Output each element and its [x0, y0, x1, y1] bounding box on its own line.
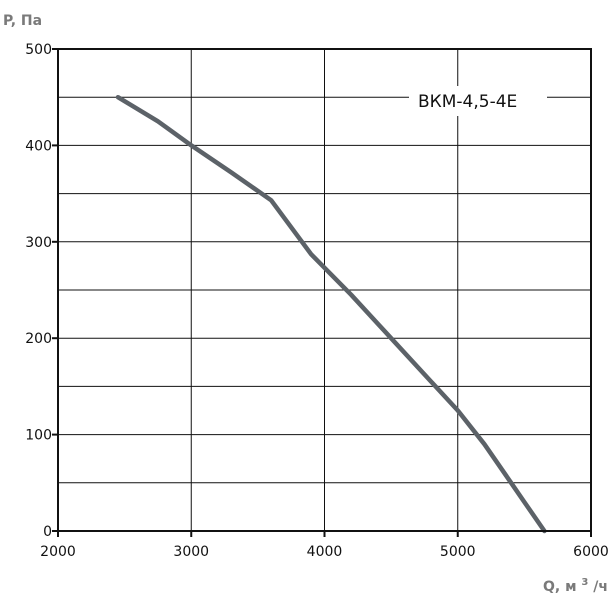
y-axis-title: P, Па [3, 13, 42, 29]
tick-marks [52, 48, 592, 537]
series-line-0 [115, 94, 547, 534]
x-tick-label-3000: 3000 [173, 544, 209, 560]
x-axis-title: Q, м 3 /ч [543, 573, 608, 595]
series-group [115, 94, 547, 534]
y-tick-label-300: 300 [25, 235, 52, 251]
y-tick-label-400: 400 [25, 138, 52, 154]
y-tick-label-500: 500 [25, 42, 52, 58]
x-tick-label-5000: 5000 [440, 544, 476, 560]
x-axis-title-tail: /ч [593, 579, 608, 595]
y-tick-label-100: 100 [25, 428, 52, 444]
x-tick-label-2000: 2000 [40, 544, 76, 560]
x-axis-title-superscript: 3 [581, 577, 588, 588]
tick-labels: 0 100 200 300 400 500 2000 3000 4000 5000 6000 [25, 42, 609, 560]
y-tick-label-200: 200 [25, 331, 52, 347]
grid [58, 49, 591, 531]
legend-background [409, 86, 547, 116]
legend-label: ВКМ-4,5-4Е [418, 92, 517, 112]
y-tick-label-0: 0 [43, 524, 52, 540]
x-tick-label-6000: 6000 [573, 544, 609, 560]
x-axis-title-main: Q, м [543, 579, 577, 595]
x-tick-label-4000: 4000 [307, 544, 343, 560]
plot-frame [57, 48, 592, 532]
